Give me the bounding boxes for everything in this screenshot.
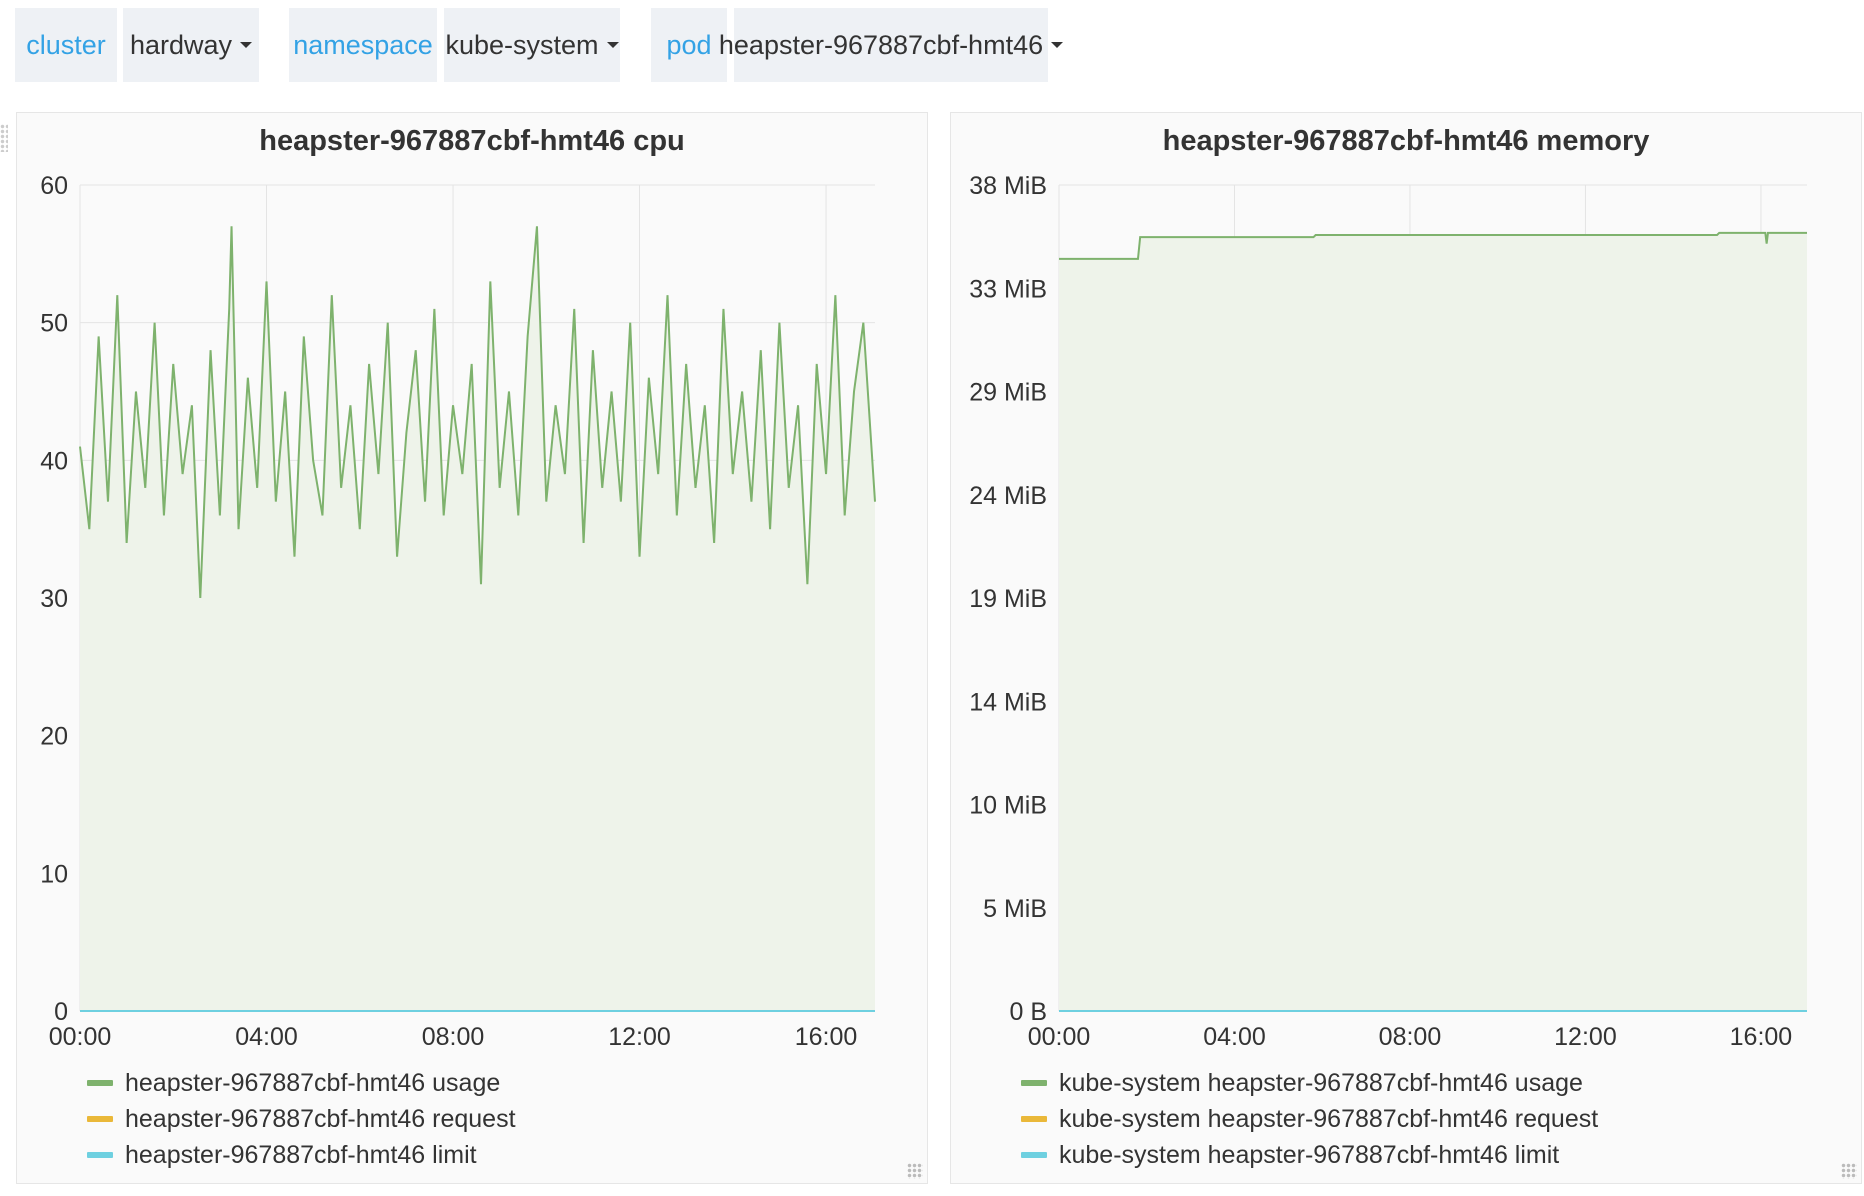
panel-resize-handle-icon[interactable]	[907, 1163, 923, 1179]
legend-item-request[interactable]: kube-system heapster-967887cbf-hmt46 req…	[1021, 1101, 1598, 1137]
y-tick-label: 40	[40, 447, 68, 475]
panel-title[interactable]: heapster-967887cbf-hmt46 cpu	[259, 125, 685, 157]
legend-label: heapster-967887cbf-hmt46 request	[125, 1104, 516, 1133]
cluster-variable-dropdown[interactable]: hardway	[123, 8, 259, 82]
x-tick-label: 16:00	[1730, 1023, 1793, 1051]
namespace-variable-value: kube-system	[445, 29, 599, 60]
legend-swatch-icon	[87, 1152, 113, 1158]
y-tick-label: 20	[40, 723, 68, 751]
legend-swatch-icon	[1021, 1152, 1047, 1158]
x-tick-label: 04:00	[1203, 1023, 1266, 1051]
legend-label: kube-system heapster-967887cbf-hmt46 req…	[1059, 1104, 1599, 1133]
y-tick-label: 38 MiB	[969, 172, 1047, 200]
y-tick-label: 0 B	[1009, 998, 1047, 1026]
namespace-variable-dropdown[interactable]: kube-system	[444, 8, 620, 82]
y-tick-label: 5 MiB	[983, 895, 1047, 923]
x-tick-label: 12:00	[1554, 1023, 1617, 1051]
x-tick-label: 16:00	[795, 1023, 858, 1051]
namespace-variable-label[interactable]: namespace	[289, 8, 437, 82]
y-tick-label: 19 MiB	[969, 585, 1047, 613]
memory-graph-panel: heapster-967887cbf-hmt46 memory 0 B 5 MiB…	[950, 112, 1862, 1184]
legend-label: kube-system heapster-967887cbf-hmt46 lim…	[1059, 1140, 1560, 1169]
legend-swatch-icon	[1021, 1116, 1047, 1122]
memory-chart: 0 B 5 MiB 10 MiB 14 MiB 19 MiB 24 MiB 29 MiB 33…	[969, 172, 1807, 1051]
legend-item-limit[interactable]: heapster-967887cbf-hmt46 limit	[87, 1137, 516, 1173]
y-tick-label: 30	[40, 585, 68, 613]
cpu-chart: 0 10 20 30 40 50 60 00:00 04:00 08:00 12:00 16:00	[40, 172, 876, 1051]
legend-item-usage[interactable]: heapster-967887cbf-hmt46 usage	[87, 1065, 516, 1101]
legend-item-usage[interactable]: kube-system heapster-967887cbf-hmt46 usa…	[1021, 1065, 1598, 1101]
x-tick-label: 08:00	[422, 1023, 485, 1051]
chart-legend: heapster-967887cbf-hmt46 usage heapster-…	[87, 1065, 516, 1173]
series-line-usage	[79, 226, 876, 599]
x-tick-label: 08:00	[1379, 1023, 1442, 1051]
caret-down-icon	[606, 42, 619, 48]
panel-resize-handle-icon[interactable]	[1841, 1163, 1857, 1179]
cpu-graph-panel: heapster-967887cbf-hmt46 cpu 0 10 20 30 40 50…	[16, 112, 928, 1184]
y-tick-label: 29 MiB	[969, 379, 1047, 407]
y-tick-label: 24 MiB	[969, 482, 1047, 510]
caret-down-icon	[1051, 42, 1064, 48]
pod-variable-dropdown[interactable]: heapster-967887cbf-hmt46	[719, 8, 1064, 82]
legend-label: heapster-967887cbf-hmt46 usage	[125, 1068, 501, 1097]
y-tick-label: 33 MiB	[969, 275, 1047, 303]
caret-down-icon	[240, 42, 253, 48]
series-line-usage	[1059, 231, 1807, 260]
x-tick-label: 00:00	[49, 1023, 112, 1051]
y-tick-label: 60	[40, 172, 68, 200]
y-tick-label: 10	[40, 860, 68, 888]
legend-swatch-icon	[87, 1116, 113, 1122]
cluster-variable-label[interactable]: cluster	[15, 8, 117, 82]
panel-title[interactable]: heapster-967887cbf-hmt46 memory	[1162, 125, 1650, 157]
legend-item-limit[interactable]: kube-system heapster-967887cbf-hmt46 lim…	[1021, 1137, 1598, 1173]
y-tick-label: 10 MiB	[969, 792, 1047, 820]
legend-label: kube-system heapster-967887cbf-hmt46 usa…	[1059, 1068, 1583, 1097]
y-tick-label: 14 MiB	[969, 688, 1047, 716]
cluster-variable-value: hardway	[129, 29, 233, 60]
legend-swatch-icon	[1021, 1080, 1047, 1086]
x-tick-label: 00:00	[1028, 1023, 1091, 1051]
pod-variable-value: heapster-967887cbf-hmt46	[718, 29, 1044, 60]
chart-legend: kube-system heapster-967887cbf-hmt46 usa…	[1021, 1065, 1598, 1173]
legend-label: heapster-967887cbf-hmt46 limit	[125, 1140, 477, 1169]
x-tick-label: 12:00	[608, 1023, 671, 1051]
series-area-fill	[1059, 232, 1807, 1011]
y-tick-label: 50	[40, 310, 68, 338]
legend-swatch-icon	[87, 1080, 113, 1086]
y-tick-label: 0	[54, 998, 68, 1026]
series-area-fill	[80, 226, 875, 1012]
pod-variable-label[interactable]: pod	[651, 8, 727, 82]
legend-item-request[interactable]: heapster-967887cbf-hmt46 request	[87, 1101, 516, 1137]
row-drag-handle-icon[interactable]	[0, 124, 8, 152]
x-tick-label: 04:00	[235, 1023, 298, 1051]
